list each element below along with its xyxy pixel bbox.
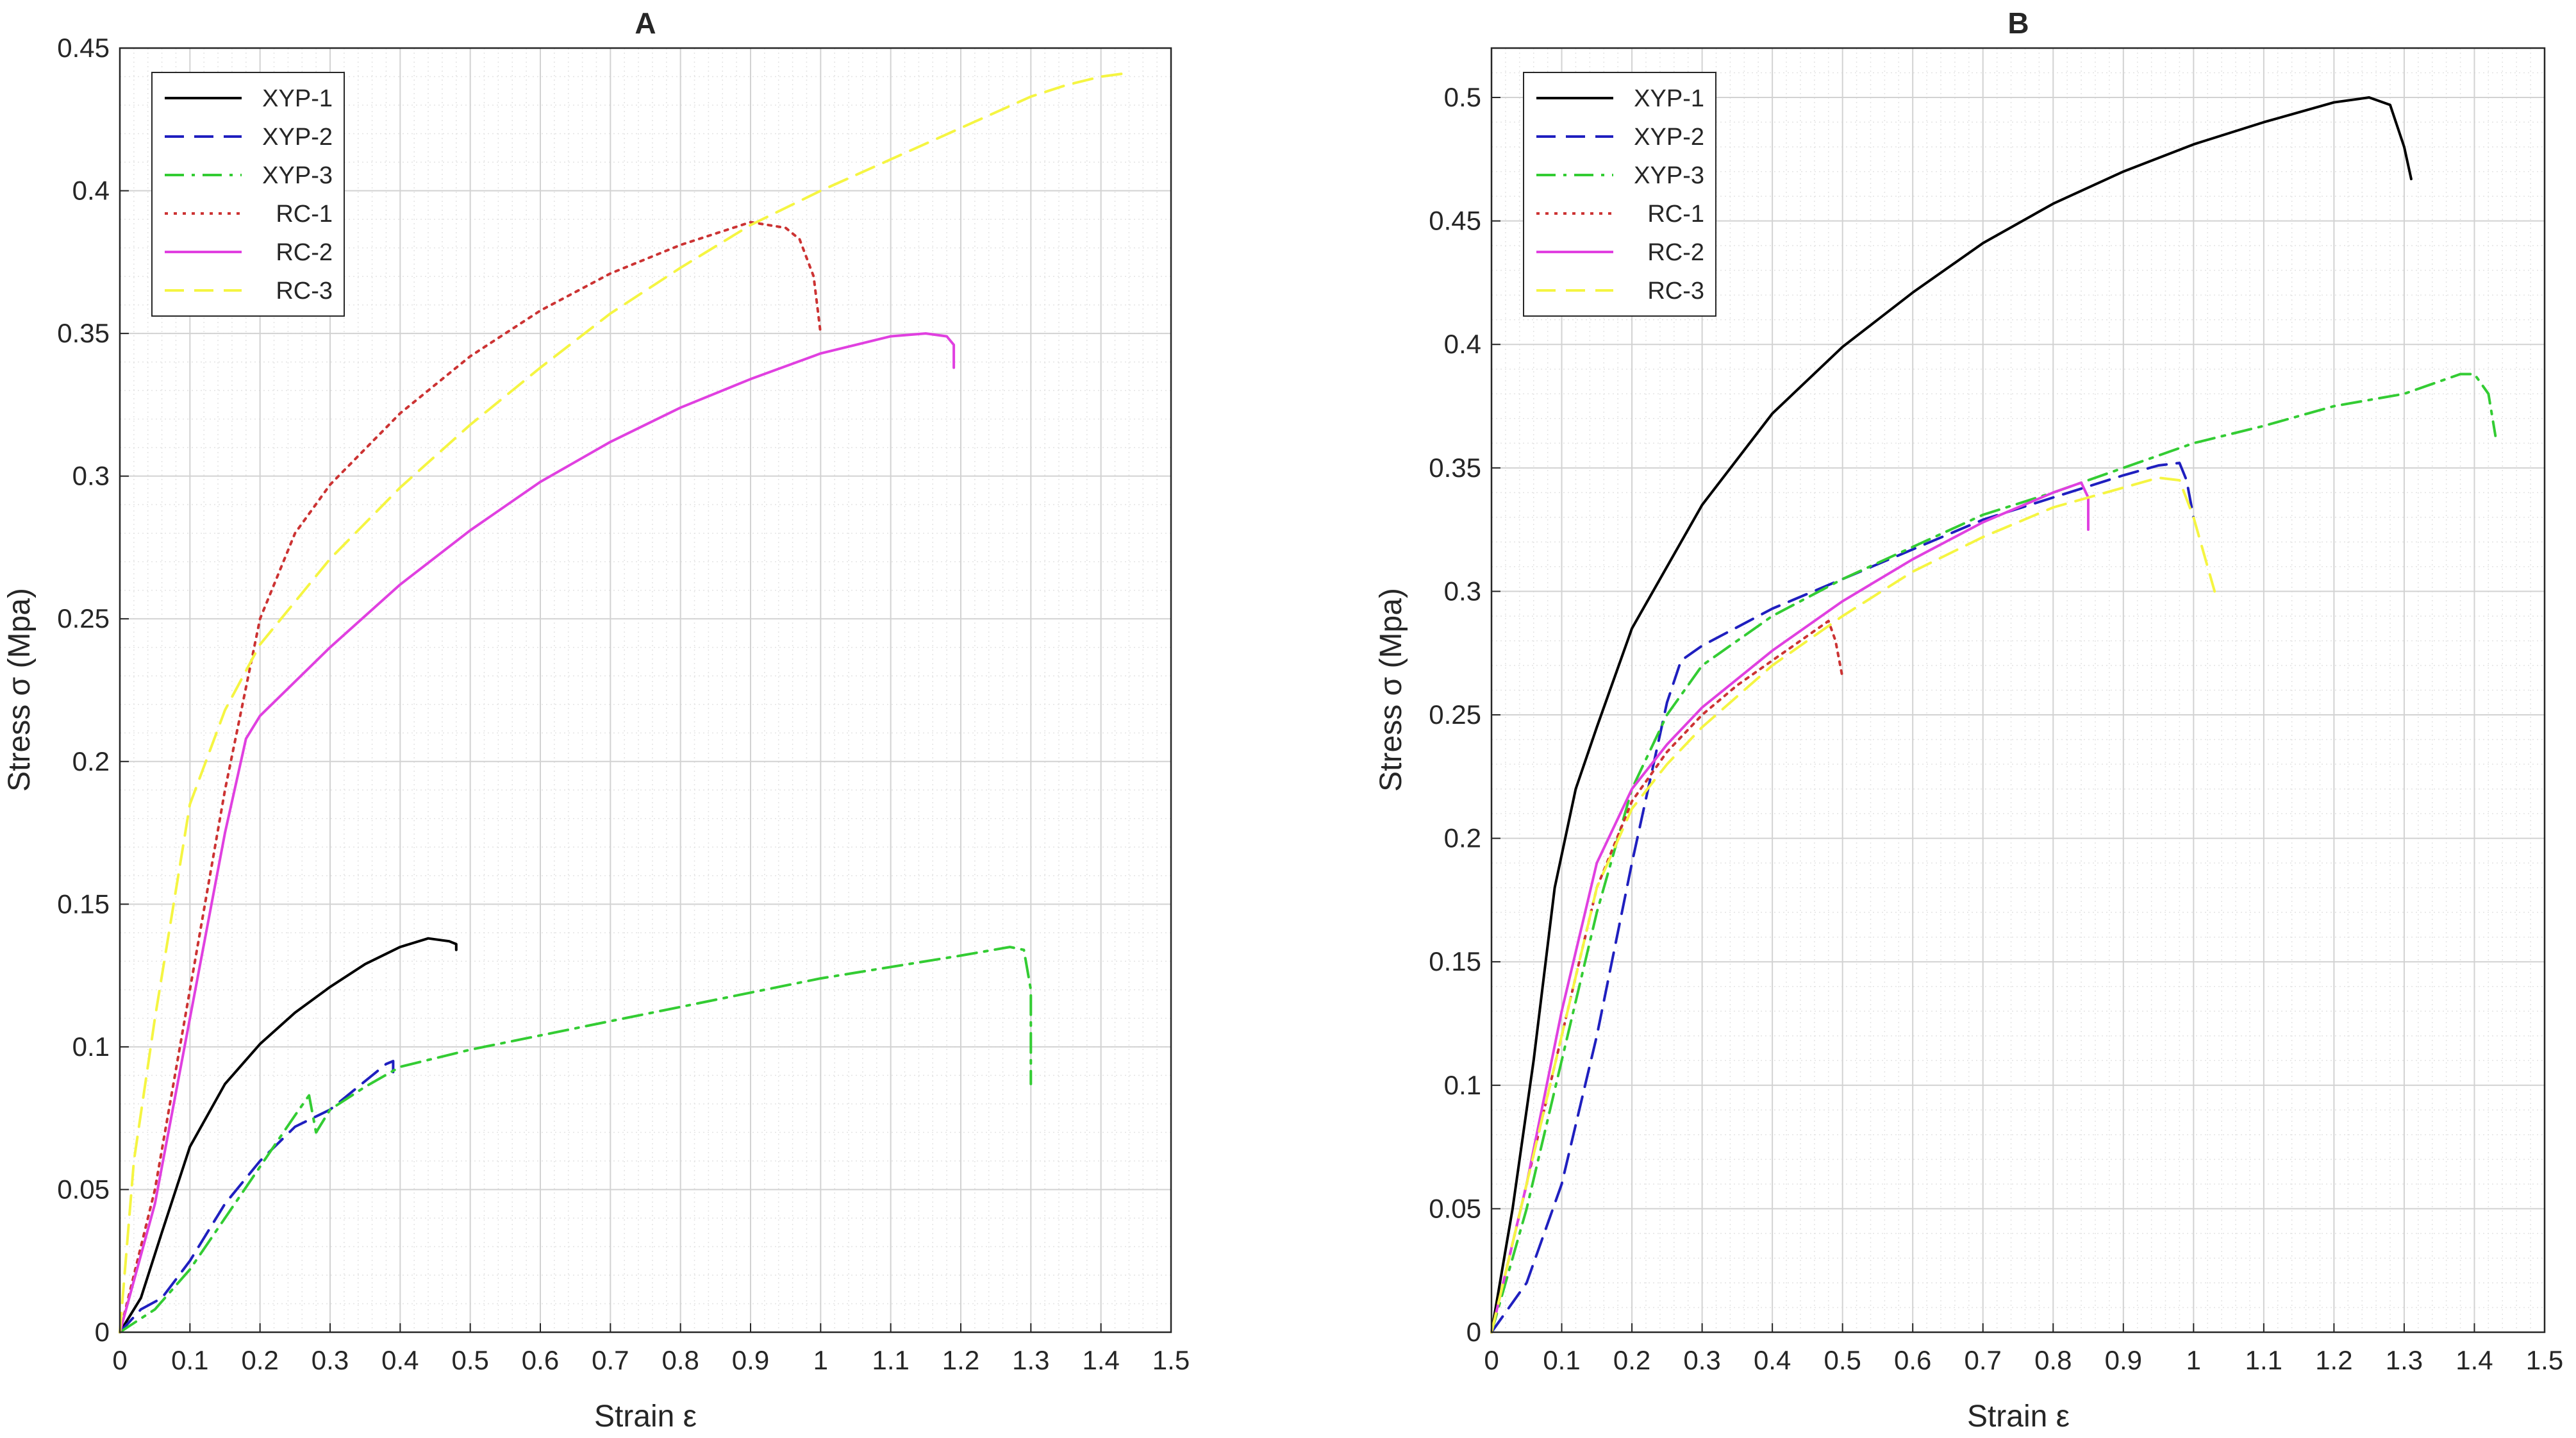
y-tick-label: 0.5 — [1444, 82, 1481, 112]
series-line-rc-2 — [119, 332, 956, 1333]
x-tick-label: 1.5 — [1152, 1345, 1190, 1375]
legend-label: RC-3 — [1647, 278, 1704, 305]
x-tick-label: 0.7 — [1965, 1345, 2002, 1375]
series-line-rc-3 — [119, 69, 1131, 1333]
legend-label: XYP-2 — [1634, 124, 1704, 151]
legend-label: XYP-1 — [262, 85, 333, 112]
legend-label: RC-2 — [276, 239, 333, 266]
series-line-rc-1 — [119, 221, 822, 1333]
x-tick-label: 0.8 — [661, 1345, 699, 1375]
x-tick-label: 0.9 — [2105, 1345, 2142, 1375]
x-tick-label: 0.6 — [522, 1345, 559, 1375]
x-tick-label: 1.3 — [1012, 1345, 1049, 1375]
x-tick-label: 1.2 — [2315, 1345, 2352, 1375]
y-tick-label: 0.15 — [57, 889, 110, 919]
y-axis-label: Stress σ (Mpa) — [1374, 588, 1408, 792]
series-line-rc-3 — [1490, 476, 2216, 1333]
x-tick-label: 0.9 — [732, 1345, 769, 1375]
series-line-rc-2 — [1490, 481, 2090, 1333]
x-tick-label: 0.7 — [592, 1345, 629, 1375]
x-tick-label: 1.1 — [2245, 1345, 2282, 1375]
y-tick-label: 0.2 — [72, 746, 110, 776]
series-line-xyp-3 — [119, 946, 1033, 1333]
x-axis-label: Strain ε — [1967, 1400, 2070, 1434]
series-line-xyp-1 — [1490, 96, 2413, 1333]
legend-label: XYP-3 — [262, 162, 333, 189]
x-tick-label: 0.2 — [241, 1345, 278, 1375]
x-tick-label: 0.5 — [451, 1345, 488, 1375]
x-tick-label: 0.1 — [1543, 1345, 1580, 1375]
chart-panel-b: B Strain ε Stress σ (Mpa) 0 0.1 0.2 0.3 0.4 0… — [1374, 6, 2563, 1434]
x-tick-label: 0.1 — [171, 1345, 208, 1375]
x-tick-label: 0.8 — [2034, 1345, 2072, 1375]
legend: XYP-1 XYP-2 XYP-3 RC-1 RC-2 RC-3 — [1523, 72, 1716, 317]
x-tick-label: 1.5 — [2526, 1345, 2563, 1375]
y-tick-label: 0.05 — [1429, 1193, 1481, 1223]
y-tick-label: 0.2 — [1444, 823, 1481, 853]
x-tick-label: 1.1 — [872, 1345, 909, 1375]
y-tick-label: 0.05 — [57, 1174, 110, 1204]
legend-label: RC-1 — [1647, 201, 1704, 228]
y-tick-label: 0.3 — [72, 461, 110, 491]
y-tick-label: 0.35 — [1429, 453, 1481, 483]
x-tick-label: 0.2 — [1613, 1345, 1650, 1375]
legend-box — [1523, 72, 1716, 317]
legend-label: XYP-3 — [1634, 162, 1704, 189]
y-tick-label: 0.4 — [72, 176, 110, 206]
y-tick-label: 0.3 — [1444, 576, 1481, 606]
y-tick-label: 0 — [1467, 1317, 1481, 1347]
x-tick-label: 1.4 — [2456, 1345, 2493, 1375]
y-tick-label: 0.25 — [1429, 699, 1481, 730]
y-tick-label: 0.25 — [57, 603, 110, 633]
x-tick-label: 0.4 — [381, 1345, 419, 1375]
legend-label: XYP-2 — [262, 124, 333, 151]
y-tick-label: 0.45 — [1429, 206, 1481, 236]
chart-title: B — [2007, 6, 2029, 40]
series-line-xyp-3 — [1490, 372, 2497, 1333]
x-tick-label: 0 — [112, 1345, 127, 1375]
legend: XYP-1 XYP-2 XYP-3 RC-1 RC-2 RC-3 — [151, 72, 345, 317]
y-tick-label: 0.4 — [1444, 329, 1481, 359]
y-axis-label: Stress σ (Mpa) — [3, 588, 37, 792]
x-tick-label: 1.4 — [1082, 1345, 1119, 1375]
axes-box — [119, 47, 1172, 1333]
y-tick-label: 0.1 — [1444, 1070, 1481, 1100]
series-line-xyp-1 — [119, 937, 458, 1333]
series-line-xyp-2 — [1490, 462, 2195, 1333]
y-tick-label: 0.1 — [72, 1032, 110, 1062]
x-tick-label: 0.5 — [1824, 1345, 1861, 1375]
x-tick-label: 0 — [1484, 1345, 1499, 1375]
x-tick-label: 0.3 — [1683, 1345, 1720, 1375]
y-tick-label: 0.35 — [57, 318, 110, 348]
legend-label: RC-1 — [276, 201, 333, 228]
x-axis-label: Strain ε — [594, 1400, 697, 1434]
legend-label: RC-3 — [276, 278, 333, 305]
legend-box — [151, 72, 345, 317]
x-tick-label: 0.6 — [1894, 1345, 1931, 1375]
axes-box — [1490, 47, 2546, 1333]
x-tick-label: 1 — [813, 1345, 828, 1375]
y-tick-label: 0.45 — [57, 33, 110, 63]
x-tick-label: 0.4 — [1754, 1345, 1791, 1375]
x-tick-label: 1.2 — [942, 1345, 979, 1375]
series-line-xyp-2 — [119, 1060, 395, 1333]
y-tick-label: 0 — [95, 1317, 110, 1347]
legend-label: RC-2 — [1647, 239, 1704, 266]
chart-title: A — [635, 6, 656, 40]
x-tick-label: 0.3 — [312, 1345, 349, 1375]
x-tick-label: 1 — [2186, 1345, 2201, 1375]
x-tick-label: 1.3 — [2386, 1345, 2423, 1375]
legend-label: XYP-1 — [1634, 85, 1704, 112]
chart-panel-a: A Strain ε Stress σ (Mpa) 0 0.1 0.2 0.3 0.4 0… — [3, 6, 1190, 1434]
y-tick-label: 0.15 — [1429, 946, 1481, 976]
